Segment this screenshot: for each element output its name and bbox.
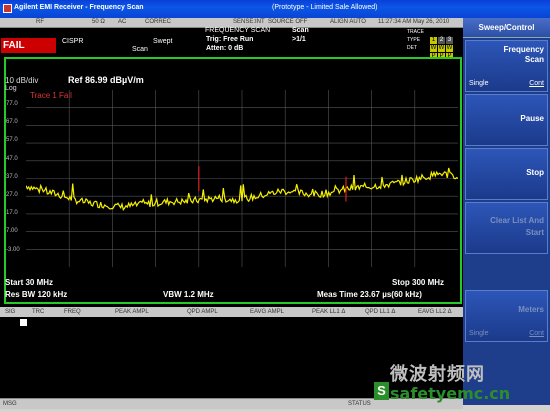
stop-freq-label: Stop 300 MHz (392, 278, 445, 287)
status-rf: RF (36, 19, 44, 25)
y-tick-label: -3.00 (6, 246, 20, 253)
instrument-status-bar: RF 50 Ω AC CORREC SENSE:INT SOURCE OFF A… (0, 18, 463, 28)
col-peak-ampl: PEAK AMPL (115, 309, 149, 315)
y-tick-label: 57.0 (6, 137, 18, 144)
trace-chip-3: 3 (446, 37, 453, 44)
type-chip-2: W (438, 45, 445, 52)
message-bar: MSG STATUS (0, 398, 463, 409)
fail-indicator: FAIL (1, 38, 56, 53)
softkey-sub-right: Cont (529, 330, 544, 337)
meters-softkey[interactable]: Meters Single Cont (465, 290, 548, 342)
det-chip-1: P (430, 53, 437, 60)
trigger-label: Trig: Free Run (206, 36, 254, 43)
stop-softkey[interactable]: Stop (465, 148, 548, 200)
status-sense: SENSE:INT (233, 19, 265, 25)
y-tick-label: 37.0 (6, 173, 18, 180)
col-qpd-ll1: QPD LL1 Δ (365, 309, 396, 315)
type-chip-1: W (430, 45, 437, 52)
det-row-label: DET (407, 45, 417, 51)
col-trc: TRC (32, 309, 45, 315)
trace-row-label: TRACE (407, 29, 424, 35)
status-coupling: AC (118, 19, 127, 25)
status-label: STATUS (348, 401, 371, 407)
col-sig: SIG (5, 309, 16, 315)
window-subtitle: (Prototype - Limited Sale Allowed) (272, 4, 378, 11)
window-title: Agilent EMI Receiver - Frequency Scan (14, 4, 144, 11)
softkey-panel: Sweep/Control Frequency Scan Single Cont… (463, 18, 550, 405)
softkey-panel-title: Sweep/Control (463, 18, 550, 38)
measurement-table-header: SIG TRC FREQ PEAK AMPL QPD AMPL EAVG AMP… (0, 307, 463, 317)
y-tick-label: 47.0 (6, 155, 18, 162)
scan-label: Scan (292, 27, 309, 34)
y-tick-label: 17.0 (6, 210, 18, 217)
trace-chip-1: 1 (430, 37, 437, 44)
pause-softkey[interactable]: Pause (465, 94, 548, 146)
frequency-scan-softkey[interactable]: Frequency Scan Single Cont (465, 40, 548, 92)
watermark: 微波射频网 S safetyemc.cn (360, 360, 548, 408)
table-checkbox[interactable] (20, 319, 27, 326)
col-peak-ll1: PEAK LL1 Δ (312, 309, 346, 315)
det-chip-3: P (446, 53, 453, 60)
type-chip-3: W (446, 45, 453, 52)
status-align: ALIGN AUTO (330, 19, 366, 25)
cispr-label: CISPR (62, 38, 84, 45)
y-tick-label: 7.00 (6, 228, 18, 235)
spectrum-plot[interactable] (26, 90, 458, 267)
plot-marks (26, 166, 458, 212)
mode-label: FREQUENCY SCAN (205, 27, 271, 34)
det-chip-2: P (438, 53, 445, 60)
vbw-label: VBW 1.2 MHz (163, 290, 214, 299)
ref-level-label: Ref 86.99 dBµV/m (68, 75, 144, 85)
spectrum-display-frame[interactable] (4, 57, 462, 304)
softkey-sub-left: Single (469, 80, 489, 87)
col-eavg-ll2: EAVG LL2 Δ (418, 309, 452, 315)
col-qpd-ampl: QPD AMPL (187, 309, 218, 315)
meas-time-label: Meas Time 23.67 µs(60 kHz) (317, 290, 422, 299)
y-tick-label: 77.0 (6, 101, 18, 107)
type-row-label: TYPE (407, 37, 421, 43)
plot-gridlines (26, 90, 458, 267)
status-correction: CORREC (145, 19, 172, 25)
scale-label: 10 dB/div (5, 76, 39, 85)
start-freq-label: Start 30 MHz (5, 278, 54, 287)
scan-mode-label: Scan (132, 46, 148, 53)
col-eavg-ampl: EAVG AMPL (250, 309, 284, 315)
status-datetime: 11:27:34 AM May 26, 2010 (378, 19, 450, 25)
msg-label: MSG (3, 401, 17, 407)
watermark-url: safetyemc.cn (390, 384, 511, 403)
trace-1-line (26, 167, 458, 212)
window-titlebar: Agilent EMI Receiver - Frequency Scan (P… (0, 0, 550, 18)
trace-chip-2: 2 (438, 37, 445, 44)
trace-fail-status: Trace 1 Fail (30, 91, 72, 100)
clear-list-and-start-softkey[interactable]: Clear List And Start (465, 202, 548, 254)
scan-count: >1/1 (292, 36, 306, 43)
y-tick-label: 27.0 (6, 192, 18, 198)
y-tick-label: 67.0 (6, 119, 18, 126)
status-source: SOURCE OFF (268, 19, 308, 25)
status-impedance: 50 Ω (92, 19, 105, 25)
watermark-logo-icon: S (374, 382, 389, 400)
softkey-sub-right: Cont (529, 80, 544, 87)
softkey-label: Meters (518, 305, 544, 314)
swept-label: Swept (153, 38, 173, 45)
res-bw-label: Res BW 120 kHz (5, 290, 68, 299)
col-freq: FREQ (64, 309, 81, 315)
app-icon (3, 4, 12, 13)
softkey-label: Frequency Scan (503, 45, 544, 64)
attenuation-label: Atten: 0 dB (206, 45, 244, 52)
softkey-sub-left: Single (469, 330, 489, 337)
watermark-chinese: 微波射频网 (390, 364, 485, 385)
log-label: Log (5, 85, 17, 92)
